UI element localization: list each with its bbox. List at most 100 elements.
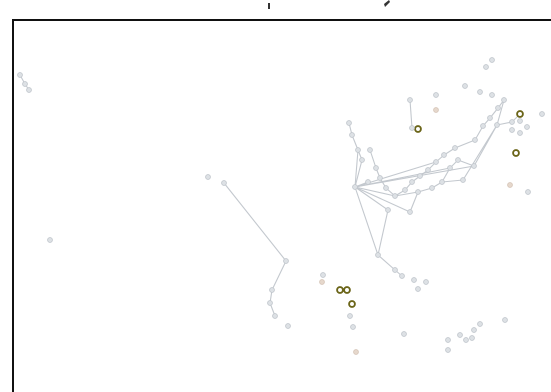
graph-edge [409, 99, 413, 129]
graph-edge [354, 149, 359, 188]
graph-node[interactable] [17, 72, 23, 78]
graph-node[interactable] [407, 209, 413, 215]
graph-node-highlighted[interactable] [414, 125, 422, 133]
edge-layer [19, 74, 521, 317]
graph-node[interactable] [26, 87, 32, 93]
graph-node[interactable] [423, 279, 429, 285]
graph-node[interactable] [272, 313, 278, 319]
graph-node[interactable] [47, 237, 53, 243]
graph-node[interactable] [452, 145, 458, 151]
graph-node[interactable] [524, 124, 530, 130]
graph-node[interactable] [477, 321, 483, 327]
graph-node[interactable] [365, 179, 371, 185]
graph-node[interactable] [517, 118, 523, 124]
graph-node[interactable] [409, 179, 415, 185]
graph-node[interactable] [539, 111, 545, 117]
graph-node[interactable] [22, 81, 28, 87]
graph-node[interactable] [415, 189, 421, 195]
graph-node[interactable] [267, 300, 273, 306]
graph-node[interactable] [415, 286, 421, 292]
graph-node[interactable] [433, 159, 439, 165]
graph-node[interactable] [447, 165, 453, 171]
graph-node[interactable] [489, 57, 495, 63]
graph-node[interactable] [445, 337, 451, 343]
graph-node[interactable] [477, 89, 483, 95]
graph-node[interactable] [401, 331, 407, 337]
graph-node[interactable] [375, 252, 381, 258]
graph-node[interactable] [385, 207, 391, 213]
graph-node[interactable] [501, 97, 507, 103]
graph-node[interactable] [407, 97, 413, 103]
graph-node[interactable] [392, 267, 398, 273]
graph-node[interactable] [433, 92, 439, 98]
graph-node[interactable] [392, 193, 398, 199]
graph-node[interactable] [347, 313, 353, 319]
graph-edge [409, 191, 419, 213]
graph-node[interactable] [429, 185, 435, 191]
graph-node[interactable] [353, 349, 359, 355]
graph-node[interactable] [355, 147, 361, 153]
graph-node[interactable] [517, 130, 523, 136]
graph-node[interactable] [502, 317, 508, 323]
graph-node[interactable] [463, 337, 469, 343]
graph-edge [354, 165, 475, 188]
graph-node[interactable] [439, 179, 445, 185]
graph-node[interactable] [495, 105, 501, 111]
graph-node[interactable] [402, 187, 408, 193]
graph-node-highlighted[interactable] [516, 110, 524, 118]
graph-node[interactable] [409, 125, 415, 131]
graph-node[interactable] [417, 173, 423, 179]
graph-node[interactable] [399, 273, 405, 279]
graph-node[interactable] [377, 175, 383, 181]
graph-node[interactable] [457, 332, 463, 338]
plot-frame [12, 19, 551, 392]
graph-node[interactable] [425, 167, 431, 173]
graph-node[interactable] [367, 147, 373, 153]
graph-node[interactable] [471, 327, 477, 333]
graph-node[interactable] [472, 137, 478, 143]
graph-node[interactable] [433, 107, 439, 113]
graph-node[interactable] [359, 157, 365, 163]
graph-node[interactable] [507, 182, 513, 188]
graph-node-highlighted[interactable] [343, 286, 351, 294]
graph-node[interactable] [525, 189, 531, 195]
graph-node[interactable] [455, 157, 461, 163]
graph-edge [354, 186, 411, 213]
graph-node-highlighted[interactable] [348, 300, 356, 308]
graph-node[interactable] [350, 324, 356, 330]
graph-node[interactable] [509, 127, 515, 133]
graph-node[interactable] [489, 92, 495, 98]
graph-node[interactable] [469, 335, 475, 341]
graph-node[interactable] [441, 152, 447, 158]
graph-node[interactable] [205, 174, 211, 180]
node-layer [17, 57, 545, 355]
graph-node-highlighted[interactable] [336, 286, 344, 294]
graph-node[interactable] [445, 347, 451, 353]
graph-node[interactable] [487, 115, 493, 121]
graph-node[interactable] [483, 64, 489, 70]
graph-node[interactable] [480, 123, 486, 129]
graph-node[interactable] [352, 184, 358, 190]
graph-node-highlighted[interactable] [512, 149, 520, 157]
graph-edge [271, 260, 287, 291]
graph-node[interactable] [283, 258, 289, 264]
graph-node[interactable] [411, 277, 417, 283]
graph-node[interactable] [320, 272, 326, 278]
graph-node[interactable] [509, 119, 515, 125]
graph-edge [354, 186, 379, 256]
graph-node[interactable] [462, 83, 468, 89]
graph-node[interactable] [349, 132, 355, 138]
graph-node[interactable] [269, 287, 275, 293]
graph-node[interactable] [383, 185, 389, 191]
graph-edge [354, 186, 396, 197]
graph-node[interactable] [346, 120, 352, 126]
graph-node[interactable] [285, 323, 291, 329]
graph-node[interactable] [460, 177, 466, 183]
graph-node[interactable] [494, 122, 500, 128]
graph-node[interactable] [373, 165, 379, 171]
graph-node[interactable] [221, 180, 227, 186]
graph-node[interactable] [319, 279, 325, 285]
graph-node[interactable] [471, 163, 477, 169]
